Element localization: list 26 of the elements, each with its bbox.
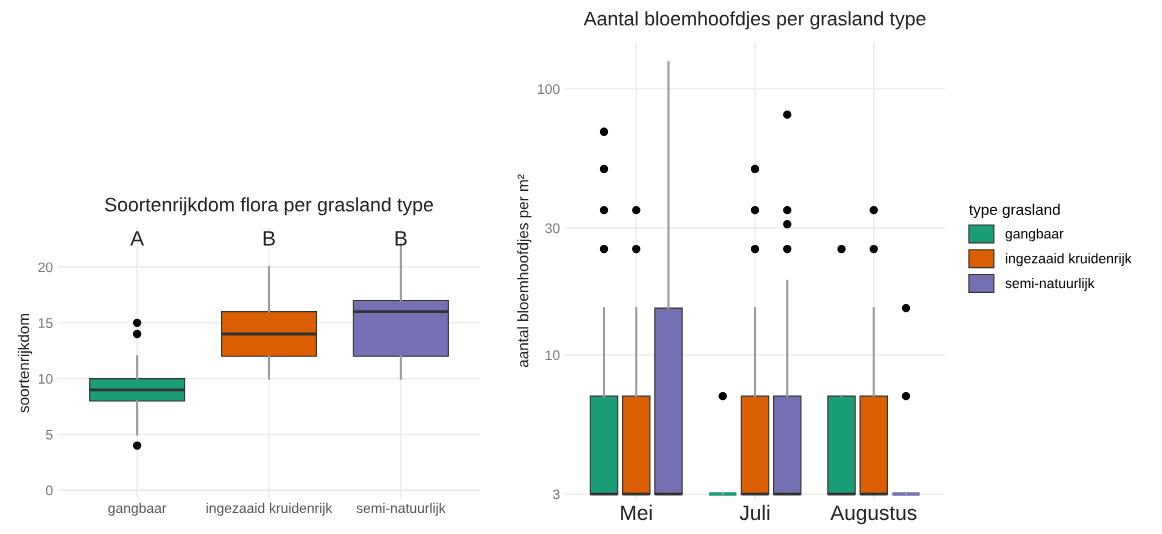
annotation: A	[130, 231, 145, 246]
x-tick-label: semi-natuurlijk	[356, 502, 446, 516]
y-tick-label: 5	[45, 429, 53, 440]
y-tick-label: 20	[38, 262, 53, 273]
legend-title: type grasland	[969, 203, 1060, 219]
chart-title: Aantal bloemhoofdjes per grasland type	[583, 11, 926, 30]
y-tick-label: 0	[45, 485, 53, 496]
y-tick-label: 100	[538, 84, 560, 95]
x-tick-label: Mei	[621, 504, 652, 521]
annotation: B	[395, 231, 407, 246]
legend-label: ingezaaid kruidenrijk	[1005, 253, 1132, 267]
annotation: B	[263, 231, 275, 246]
x-tick-label: Juli	[739, 504, 770, 521]
y-axis-title: aantal bloemhoofdjes per m²	[517, 174, 532, 368]
chart-title: Soortenrijkdom flora per grasland type	[105, 197, 433, 216]
y-tick-label: 15	[38, 318, 53, 328]
y-tick-label: 3	[552, 489, 560, 500]
x-tick-label: ingezaaid kruidenrijk	[206, 502, 333, 516]
legend-label: semi-natuurlijk	[1005, 277, 1095, 291]
y-axis-title: soortenrijkdom	[17, 313, 33, 413]
legend-label: gangbaar	[1005, 228, 1064, 242]
x-tick-label: Augustus	[830, 505, 917, 525]
y-tick-label: 10	[545, 350, 560, 361]
y-tick-label: 30	[545, 223, 560, 234]
x-tick-label: gangbaar	[108, 502, 167, 516]
y-tick-label: 10	[38, 373, 53, 384]
